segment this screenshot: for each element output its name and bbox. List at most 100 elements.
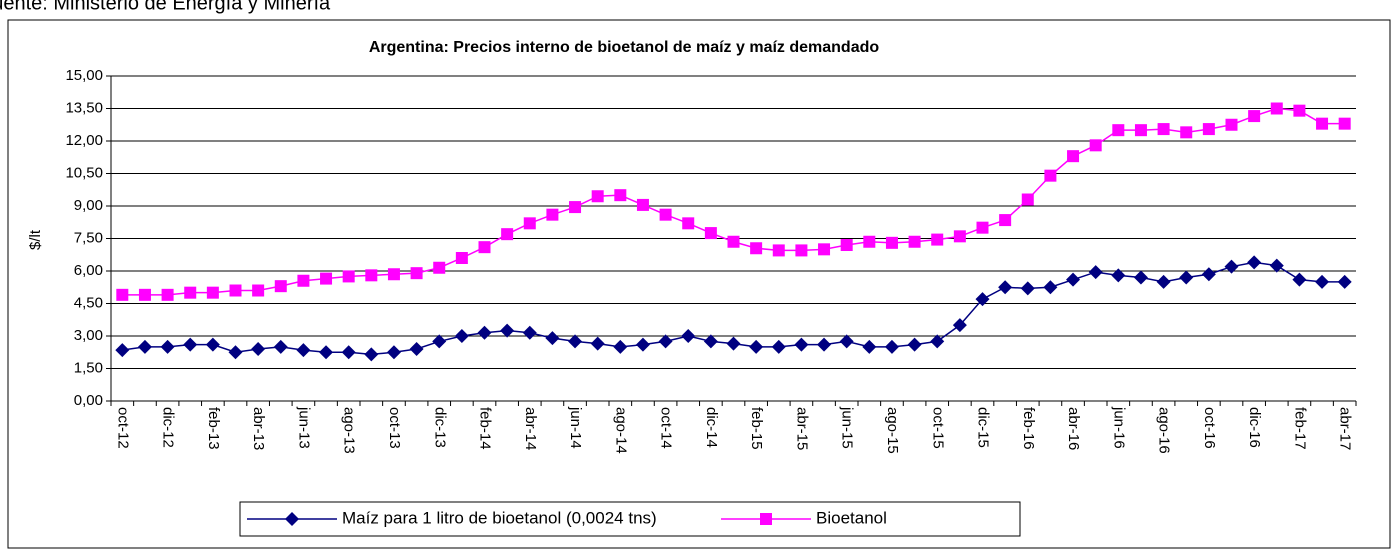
marker [545, 331, 560, 346]
marker [884, 339, 899, 354]
y-tick-label: 9,00 [74, 197, 103, 214]
y-axis-label: $/lt [27, 229, 44, 250]
x-tick-label: abr-13 [250, 407, 267, 450]
marker [1044, 169, 1057, 182]
x-tick-label: feb-14 [477, 407, 494, 450]
marker [1156, 274, 1171, 289]
y-tick-label: 4,50 [74, 294, 103, 311]
x-tick-label: feb-16 [1020, 407, 1037, 450]
marker [410, 267, 423, 280]
chart-title: Argentina: Precios interno de bioetanol … [369, 39, 880, 56]
marker [342, 270, 355, 283]
marker [477, 325, 492, 340]
x-tick-label: feb-13 [205, 407, 222, 450]
y-tick-label: 6,00 [74, 262, 103, 279]
marker [1112, 124, 1125, 137]
x-tick-label: oct-15 [929, 407, 946, 449]
x-tick-label: ago-15 [884, 407, 901, 454]
legend-label: Bioetanol [816, 508, 887, 527]
x-tick-label: dic-15 [975, 407, 992, 448]
marker [907, 337, 922, 352]
y-tick-label: 10,50 [65, 164, 103, 181]
marker [1293, 104, 1306, 117]
marker [160, 339, 175, 354]
x-tick-label: dic-14 [703, 407, 720, 448]
marker [658, 334, 673, 349]
marker [341, 345, 356, 360]
y-tick-label: 13,50 [65, 99, 103, 116]
x-tick-label: jun-16 [1110, 406, 1127, 449]
x-tick-label: dic-13 [431, 407, 448, 448]
marker [794, 337, 809, 352]
marker [953, 230, 966, 243]
marker [1089, 139, 1102, 152]
marker [975, 292, 990, 307]
y-tick-label: 15,00 [65, 67, 103, 84]
marker [1225, 118, 1238, 131]
marker [1111, 268, 1126, 283]
x-tick-label: oct-13 [386, 407, 403, 449]
marker [840, 239, 853, 251]
marker [522, 325, 537, 340]
chart-frame [7, 19, 1391, 549]
marker [1202, 123, 1215, 136]
x-tick-label: ago-16 [1156, 407, 1173, 454]
marker [703, 334, 718, 349]
marker [433, 261, 446, 274]
marker [1021, 193, 1034, 206]
marker [1338, 117, 1351, 130]
marker [386, 345, 401, 360]
marker [908, 235, 921, 248]
marker [523, 217, 536, 230]
legend-marker [760, 513, 772, 525]
x-tick-label: ago-14 [612, 407, 629, 454]
marker [1020, 281, 1035, 296]
marker [432, 334, 447, 349]
marker [161, 288, 174, 301]
marker [885, 236, 898, 249]
marker [252, 284, 265, 297]
marker [546, 208, 559, 221]
marker [1248, 110, 1261, 123]
marker [862, 339, 877, 354]
marker [1337, 274, 1352, 289]
marker [771, 339, 786, 354]
marker [727, 235, 740, 248]
marker [682, 217, 695, 230]
marker [137, 339, 152, 354]
x-tick-label: jun-14 [567, 406, 584, 449]
marker [138, 288, 151, 301]
marker [1067, 150, 1080, 163]
marker [1179, 270, 1194, 285]
x-tick-label: abr-17 [1337, 407, 1354, 450]
marker [184, 286, 197, 299]
marker [1269, 258, 1284, 273]
marker [297, 274, 310, 287]
marker [1157, 123, 1170, 136]
marker [614, 189, 627, 202]
marker [795, 244, 808, 257]
marker [772, 244, 785, 257]
marker [1224, 259, 1239, 274]
x-tick-label: feb-17 [1291, 407, 1308, 450]
marker [320, 272, 333, 285]
marker [455, 252, 468, 264]
y-tick-label: 7,50 [74, 229, 103, 246]
marker [818, 243, 831, 256]
marker [999, 214, 1012, 227]
marker [998, 280, 1013, 295]
marker [274, 280, 287, 293]
marker [931, 233, 944, 246]
marker [839, 334, 854, 349]
marker [930, 334, 945, 349]
marker [659, 208, 672, 221]
marker [205, 337, 220, 352]
marker [568, 334, 583, 349]
marker [296, 343, 311, 358]
marker [1292, 272, 1307, 287]
x-tick-label: jun-13 [295, 406, 312, 449]
marker [501, 228, 514, 241]
x-tick-label: dic-16 [1246, 407, 1263, 448]
marker [817, 337, 832, 352]
